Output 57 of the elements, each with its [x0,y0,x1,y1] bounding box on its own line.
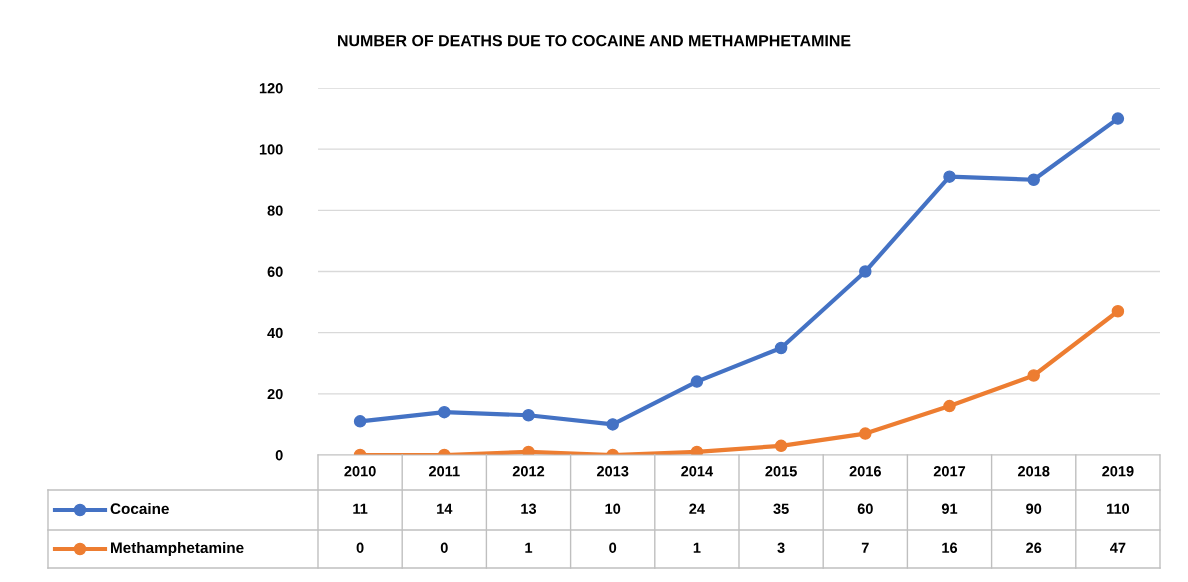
point [859,427,872,440]
y-tick-label: 80 [267,205,283,216]
point [943,399,956,413]
y-tick-label: 100 [259,144,283,155]
x-tick-label: 2011 [428,466,460,477]
data-label: 10 [605,503,621,514]
x-tick-label: 2015 [765,466,797,477]
x-tick-label: 2013 [596,466,629,477]
point [1111,305,1125,318]
data-label: 1 [693,542,701,553]
legend-label: Cocaine [110,502,169,515]
x-tick-label: 2016 [849,466,881,477]
x-tick-label: 2017 [933,466,966,477]
y-tick-label: 20 [267,388,283,400]
point [353,415,367,428]
point [606,418,619,431]
data-label: 47 [1110,542,1126,553]
data-label: 11 [353,503,368,514]
point [438,405,451,419]
x-tick-label: 2012 [512,466,545,477]
data-label: 90 [1026,503,1042,514]
data-label: 0 [609,542,617,553]
data-label: 0 [356,542,364,553]
point [522,445,535,455]
data-label: 1 [525,542,533,553]
data-label: 0 [440,542,448,553]
data-label: 110 [1107,503,1130,514]
data-label: 7 [861,542,869,553]
chart-title: NUMBER OF DEATHS DUE TO COCAINE AND METHAMPHETAMINE [338,34,851,47]
point [690,445,704,455]
point [1027,173,1040,187]
point [859,265,872,278]
point [943,170,956,183]
y-tick-label: 60 [267,266,283,277]
data-label: 3 [777,542,785,553]
point [774,341,788,355]
legend-label: Methamphetamine [111,541,244,557]
x-tick-label: 2019 [1102,466,1134,477]
data-label: 16 [942,542,958,553]
point [522,408,535,422]
data-label: 24 [689,503,705,514]
x-tick-label: 2014 [681,466,714,477]
y-tick-label: 40 [267,327,283,339]
x-tick-label: 2010 [344,466,376,477]
data-label: 26 [1026,542,1042,553]
data-label: 14 [437,503,453,514]
y-tick-label: 120 [259,83,283,94]
data-label: 60 [857,503,873,514]
data-label: 91 [941,503,958,514]
x-tick-label: 2018 [1017,466,1050,477]
point [690,375,704,388]
point [1027,369,1040,382]
data-label: 35 [773,503,789,514]
y-tick-label: 0 [275,450,283,461]
data-label: 13 [521,503,537,514]
point [1111,112,1125,125]
point [774,439,788,453]
